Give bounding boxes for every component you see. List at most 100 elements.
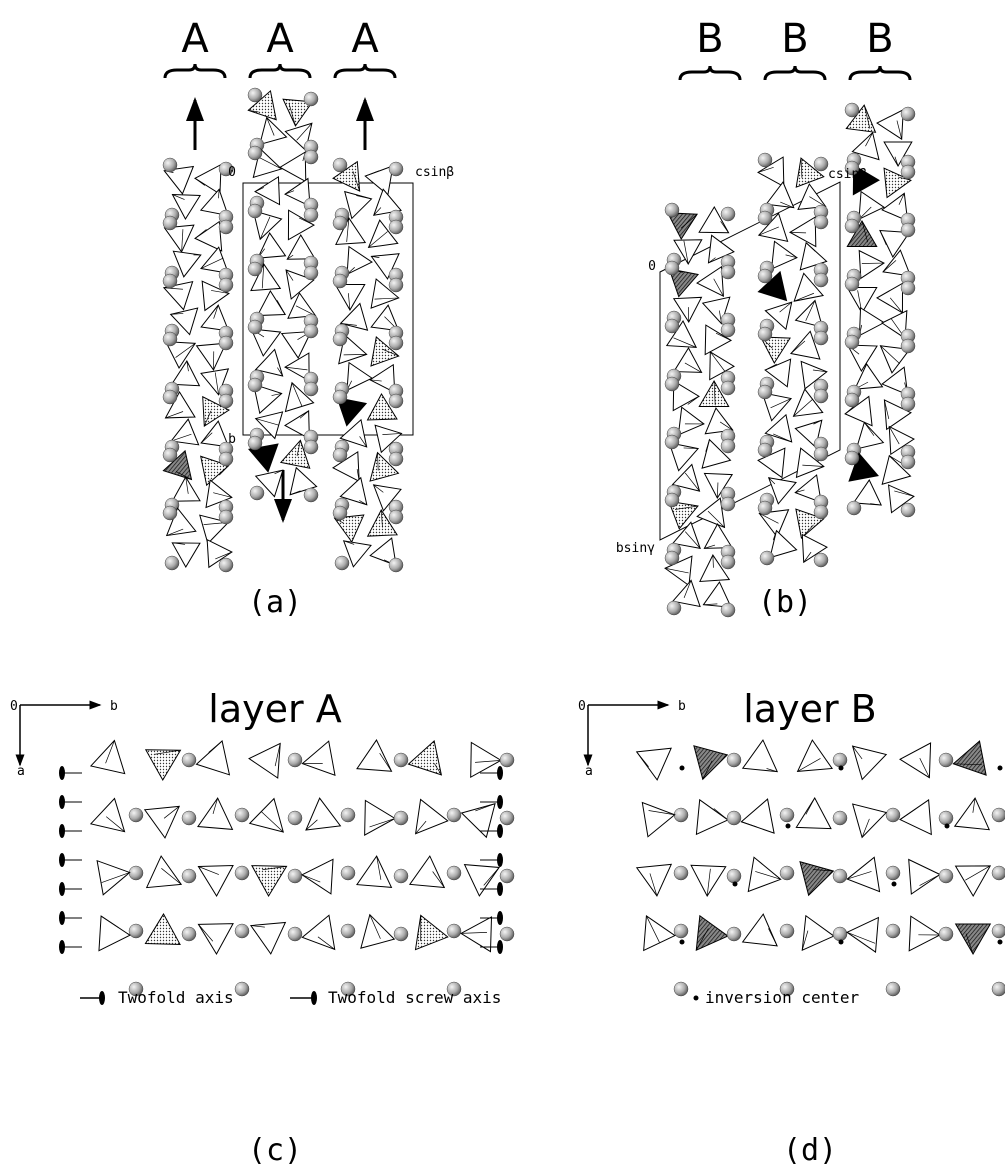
tetrahedron [770, 531, 797, 558]
atom [333, 158, 347, 172]
tetrahedron [408, 741, 441, 775]
atom [721, 381, 735, 395]
axis-label: csinβ [415, 165, 454, 180]
axis-label: b [678, 699, 686, 714]
atom [780, 924, 794, 938]
atom [665, 319, 679, 333]
atom [219, 510, 233, 524]
atom [248, 262, 262, 276]
atom [845, 335, 859, 349]
atom [219, 558, 233, 572]
atom [727, 927, 741, 941]
tetrahedron [195, 222, 222, 251]
tetrahedron [642, 803, 674, 837]
inversion-center [839, 940, 844, 945]
atom [304, 382, 318, 396]
atom [248, 204, 262, 218]
atom [333, 332, 347, 346]
tetrahedron [909, 916, 940, 951]
atom [235, 982, 249, 996]
atom [780, 808, 794, 822]
tetrahedron [855, 364, 883, 389]
brace [165, 64, 225, 78]
atom [721, 555, 735, 569]
atom [901, 397, 915, 411]
atom [333, 390, 347, 404]
atom [901, 339, 915, 353]
atom [758, 443, 772, 457]
legend-text: inversion center [705, 988, 859, 1007]
atom [248, 378, 262, 392]
atom [447, 924, 461, 938]
atom [288, 869, 302, 883]
tetrahedron [347, 247, 372, 275]
atom [500, 811, 514, 825]
atom [721, 603, 735, 617]
inversion-center [998, 940, 1003, 945]
tetrahedron [347, 363, 372, 391]
panel-label: (c) [248, 1133, 302, 1168]
brace [850, 66, 910, 80]
atom [341, 924, 355, 938]
atom [992, 982, 1005, 996]
atom [304, 488, 318, 502]
inversion-center [680, 766, 685, 771]
tetrahedron [198, 924, 233, 954]
atom [304, 92, 318, 106]
tetrahedron [302, 915, 334, 949]
tetrahedron [287, 235, 315, 259]
atom [992, 808, 1005, 822]
atom [163, 216, 177, 230]
tetrahedron [637, 748, 671, 780]
atom [304, 150, 318, 164]
inversion-center [786, 824, 791, 829]
layer-title: layer B [743, 687, 876, 731]
stack-label: A [181, 16, 209, 62]
tetrahedron [847, 918, 878, 953]
atom [845, 451, 859, 465]
atom [394, 753, 408, 767]
atom [182, 811, 196, 825]
atom [163, 158, 177, 172]
tetrahedron [790, 217, 816, 246]
legend-text: Twofold screw axis [328, 988, 501, 1007]
atom [847, 501, 861, 515]
atom [939, 753, 953, 767]
atom [845, 103, 859, 117]
atom [939, 927, 953, 941]
atom [886, 866, 900, 880]
atom [129, 866, 143, 880]
figure: A A A 0 csinβ b (a) B B B 0 csinβ bsinγ … [0, 0, 1005, 1173]
atom [235, 866, 249, 880]
atom [235, 924, 249, 938]
tetrahedron [696, 800, 728, 834]
axis-label: csinβ [828, 167, 867, 182]
tetrahedron [257, 291, 285, 316]
atom [721, 323, 735, 337]
inversion-center [892, 882, 897, 887]
stack-label: B [866, 16, 893, 62]
atom [886, 982, 900, 996]
stack-label: A [266, 16, 294, 62]
atom [901, 281, 915, 295]
tetrahedron [198, 866, 233, 896]
atom [674, 866, 688, 880]
atom [250, 486, 264, 500]
atom [901, 455, 915, 469]
atom [665, 261, 679, 275]
atom [129, 808, 143, 822]
atom [992, 924, 1005, 938]
brace [680, 66, 740, 80]
atom [163, 506, 177, 520]
atom [667, 601, 681, 615]
brace [250, 64, 310, 78]
atom [814, 157, 828, 171]
atom [394, 869, 408, 883]
tetrahedron [249, 743, 280, 778]
atom [814, 447, 828, 461]
brace [335, 64, 395, 78]
atom [758, 501, 772, 515]
tetrahedron [410, 856, 444, 887]
axis-label: a [17, 764, 25, 779]
tetrahedron [91, 799, 125, 832]
